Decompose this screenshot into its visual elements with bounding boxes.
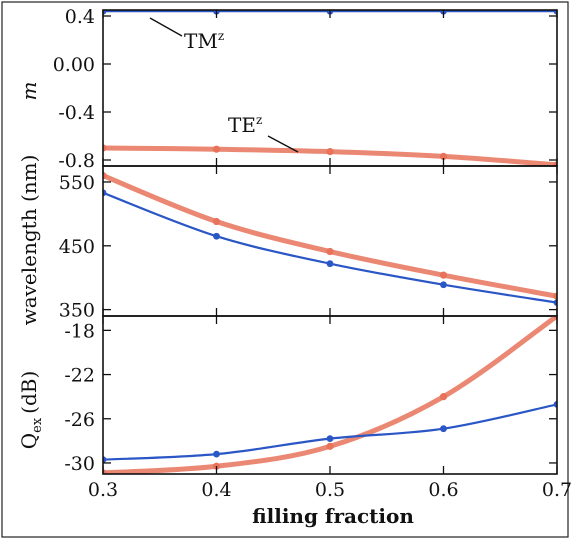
middle-series-0 <box>103 171 557 300</box>
top-series-1-point-3 <box>439 152 448 160</box>
bottom-ytick-label-0: -18 <box>64 320 95 342</box>
bottom-ylabel-unit: (dB) <box>17 371 41 414</box>
tm-annotation-sup: z <box>218 29 224 43</box>
middle-frame <box>102 165 558 317</box>
top-ytick-label-1: 0.00 <box>53 54 95 76</box>
bottom-ylabel-sub: ex <box>30 417 45 433</box>
middle-series-0-line <box>103 173 557 299</box>
panel-top: 0.4 0.00 -0.4 -0.8 <box>53 6 558 172</box>
panel-bottom: -18 -22 -26 -30 0.3 0.4 0.5 0.6 0.7 <box>64 315 571 501</box>
te-annotation-text: TE <box>228 113 256 137</box>
top-ylabel: m <box>17 82 41 101</box>
middle-series-0-point-4 <box>553 292 557 300</box>
bottom-series-1-line <box>103 403 557 461</box>
middle-ylabel: wavelength (nm) <box>17 155 41 326</box>
bottom-ytick-label-1: -22 <box>64 365 95 387</box>
te-annotation-pointer <box>267 135 299 153</box>
bottom-series-0-point-4 <box>553 316 557 320</box>
top-ytick-label-2: -0.4 <box>58 102 95 124</box>
x-axis-title: filling fraction <box>252 504 414 528</box>
middle-series-1-point-1 <box>213 232 220 240</box>
te-annotation: TEz <box>228 113 262 137</box>
middle-series-0-point-3 <box>439 271 448 279</box>
bottom-series-0-point-0 <box>103 469 107 474</box>
bottom-series-1-point-0 <box>103 456 107 464</box>
bottom-series-1-point-3 <box>440 425 447 433</box>
bottom-series-0-point-2 <box>326 442 334 450</box>
top-series-1-point-4 <box>553 161 557 166</box>
top-series-1-point-2 <box>326 148 334 156</box>
bottom-series-1-point-1 <box>213 450 220 458</box>
middle-ytick-label-1: 450 <box>59 236 95 258</box>
top-series-1 <box>103 144 557 166</box>
panel-middle: 550 450 350 <box>59 165 558 322</box>
bottom-xtick-label-1: 0.4 <box>201 479 231 501</box>
bottom-ylabel: Qex (dB) <box>17 371 45 450</box>
bottom-series-1-point-4 <box>553 400 557 408</box>
middle-series-1-point-4 <box>553 299 557 306</box>
bottom-xtick-label-2: 0.5 <box>315 479 345 501</box>
bottom-xtick-label-3: 0.6 <box>428 479 458 501</box>
bottom-xtick-label-0: 0.3 <box>88 479 118 501</box>
bottom-ytick-label-2: -26 <box>64 409 95 431</box>
tm-annotation-text: TM <box>184 29 218 53</box>
middle-series-0-point-0 <box>103 171 107 180</box>
bottom-series-0-point-3 <box>439 393 448 401</box>
te-annotation-sup: z <box>256 113 262 127</box>
bottom-frame <box>102 315 558 475</box>
bottom-series-1 <box>103 400 557 464</box>
bottom-ytick-label-3: -30 <box>64 453 95 475</box>
middle-series-1-point-3 <box>440 281 447 289</box>
middle-ytick-label-0: 550 <box>59 172 95 194</box>
top-series-0-point-4 <box>553 10 557 15</box>
top-series-1-point-0 <box>103 144 107 152</box>
top-ytick-label-3: -0.8 <box>58 150 95 172</box>
top-series-0-point-0 <box>103 10 107 15</box>
tm-annotation: TMz <box>184 29 224 53</box>
middle-series-1-point-0 <box>103 189 107 197</box>
top-series-1-point-1 <box>212 145 221 153</box>
middle-series-0-point-2 <box>326 247 334 256</box>
bottom-xtick-label-4: 0.7 <box>542 479 571 501</box>
bottom-series-0 <box>103 316 557 474</box>
bottom-series-1-point-2 <box>326 435 334 443</box>
bottom-ylabel-q: Q <box>17 433 41 449</box>
middle-series-1-point-2 <box>326 260 334 268</box>
top-ytick-label-0: 0.4 <box>65 6 95 28</box>
middle-ytick-label-2: 350 <box>59 300 95 322</box>
top-frame <box>102 9 558 167</box>
middle-series-0-point-1 <box>212 217 221 226</box>
tm-annotation-pointer <box>149 17 183 37</box>
middle-series-1 <box>103 189 557 306</box>
